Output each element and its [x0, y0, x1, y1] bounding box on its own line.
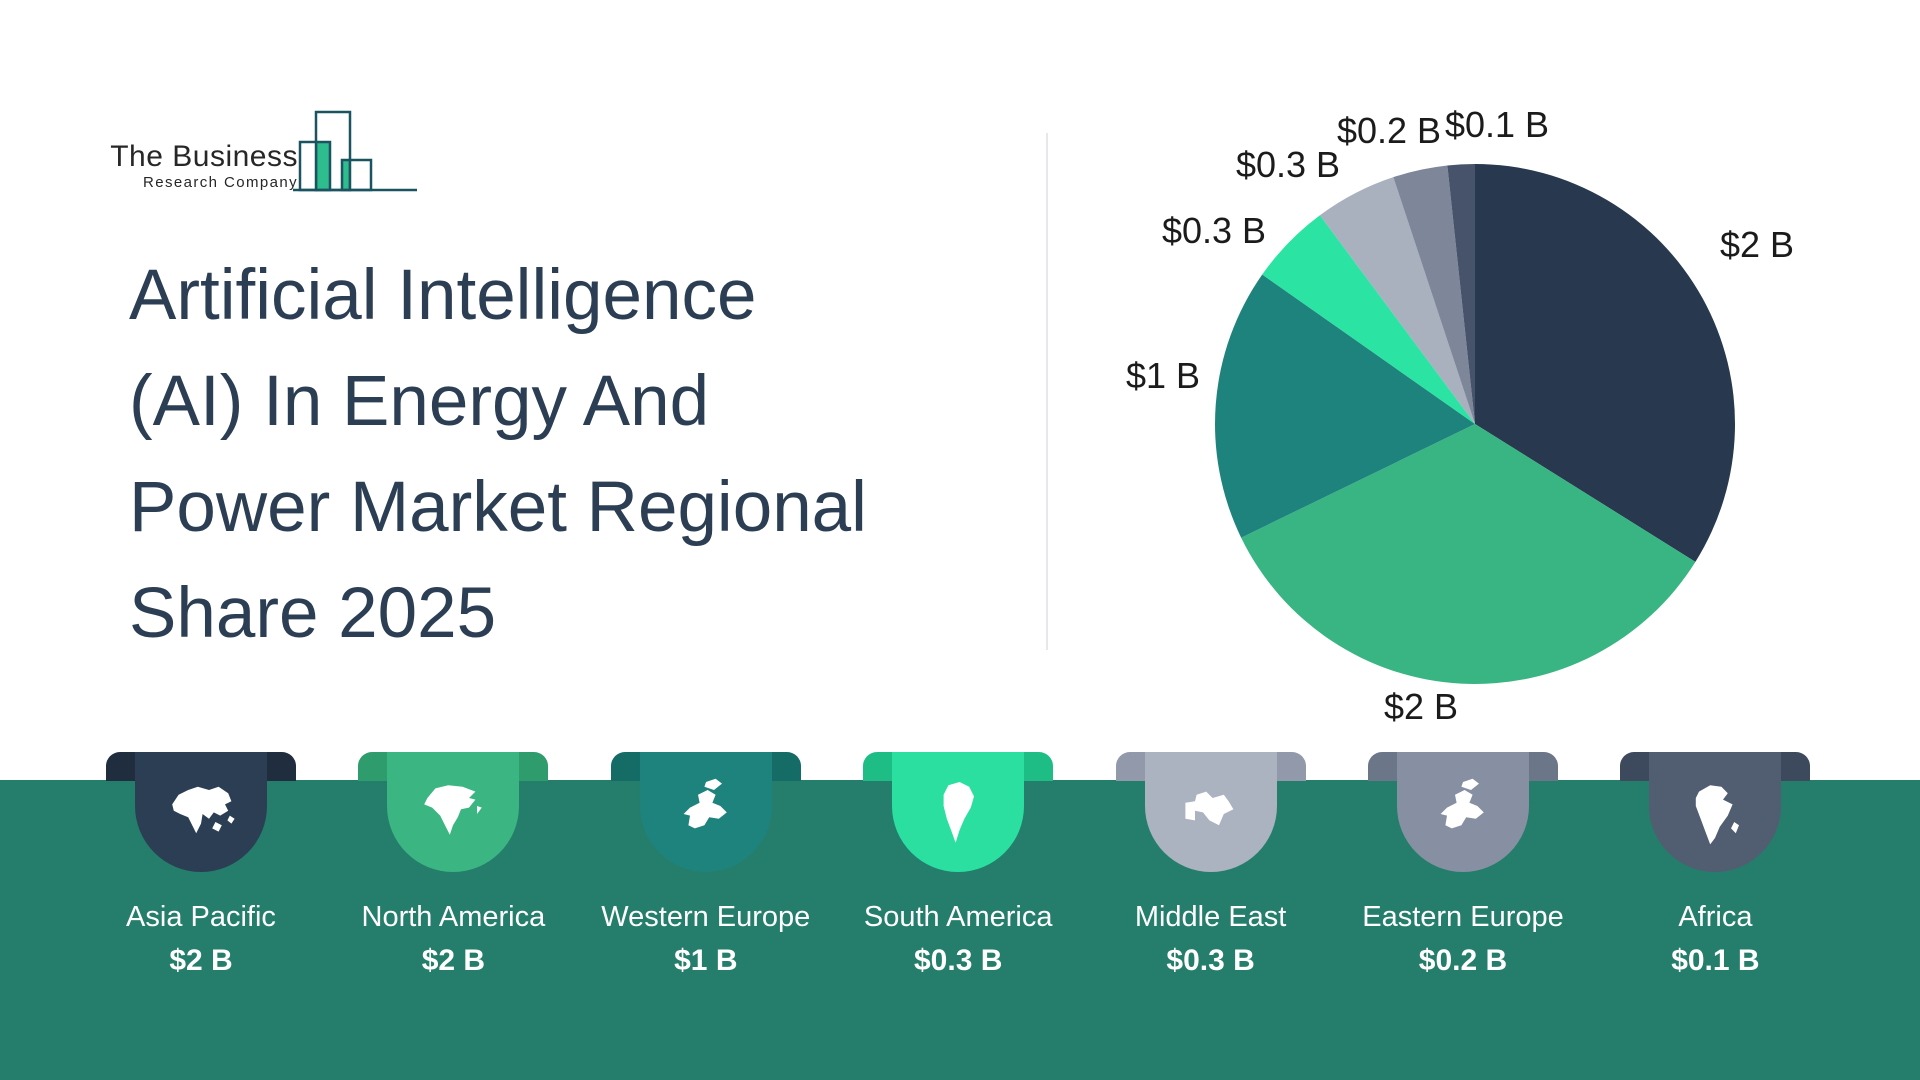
- pie-slice-label-asia-pacific: $2 B: [1719, 224, 1795, 265]
- pie-slice-label-north-america: $2 B: [1383, 686, 1459, 727]
- region-name: Eastern Europe: [1362, 901, 1564, 933]
- company-logo: The Business Research Company: [100, 100, 430, 200]
- legend-item-north-america: North America $2 B: [327, 752, 579, 977]
- region-name: Western Europe: [601, 901, 811, 933]
- legend-item-africa: Africa $0.1 B: [1589, 752, 1841, 977]
- ribbon-pocket: [639, 752, 772, 872]
- logo-name-line2: Research Company: [143, 174, 298, 191]
- legend-item-south-america: South America $0.3 B: [832, 752, 1084, 977]
- company-logo-text: The Business Research Company: [100, 140, 298, 192]
- pie-slice-label-western-europe: $1 B: [1125, 355, 1201, 396]
- pie-slice-label-eastern-europe: $0.2 B: [1336, 110, 1442, 151]
- legend-item-middle-east: Middle East $0.3 B: [1085, 752, 1337, 977]
- region-ribbon: [1115, 752, 1306, 872]
- pie-slice-label-south-america: $0.3 B: [1161, 210, 1267, 251]
- region-value: $0.3 B: [913, 944, 1003, 977]
- ribbon-pocket: [892, 752, 1025, 872]
- pie-slice-eastern-europe: [1393, 165, 1475, 424]
- region-value: $0.1 B: [1671, 944, 1760, 977]
- eastern-europe-map-icon: [1440, 778, 1484, 829]
- pie-slice-south-america: [1262, 215, 1475, 424]
- pie-slice-asia-pacific: [1475, 164, 1735, 562]
- ribbon-pocket: [135, 752, 267, 872]
- region-name: Asia Pacific: [126, 901, 276, 933]
- region-value: $2 B: [421, 944, 486, 977]
- legend-item-eastern-europe: Eastern Europe $0.2 B: [1337, 752, 1589, 977]
- legend-item-western-europe: Western Europe $1 B: [580, 752, 832, 977]
- north-america-map-icon: [424, 785, 483, 835]
- region-value: $0.2 B: [1418, 944, 1508, 977]
- region-value: $1 B: [674, 944, 738, 977]
- region-value: $0.3 B: [1166, 944, 1255, 977]
- page-title: Artificial Intelligence (AI) In Energy A…: [129, 256, 867, 653]
- ribbon-pocket: [1144, 752, 1277, 872]
- logo-bar-chart-icon: [293, 110, 417, 192]
- pie-slice-africa: [1447, 164, 1475, 424]
- pie-slice-label-africa: $0.1 B: [1444, 104, 1550, 145]
- region-ribbon: [863, 752, 1054, 872]
- pie-slice-middle-east: [1319, 177, 1475, 424]
- region-name: Africa: [1678, 901, 1753, 933]
- asia-map-icon: [172, 786, 235, 834]
- region-value: $2 B: [169, 944, 233, 977]
- region-ribbon: [1368, 752, 1558, 872]
- africa-map-icon: [1696, 785, 1740, 845]
- pie-slice-north-america: [1241, 424, 1696, 684]
- region-ribbon: [358, 752, 549, 872]
- region-ribbon: [106, 752, 296, 872]
- ribbon-pocket: [1649, 752, 1782, 872]
- logo-name-line1: The Business: [110, 140, 298, 173]
- south-america-map-icon: [943, 782, 975, 843]
- region-name: South America: [863, 901, 1053, 933]
- pie-slice-western-europe: [1215, 274, 1475, 538]
- region-name: North America: [361, 901, 546, 933]
- vertical-divider: [1046, 133, 1048, 650]
- region-name: Middle East: [1134, 901, 1287, 933]
- ribbon-pocket: [1397, 752, 1529, 872]
- pie-slice-label-middle-east: $0.3 B: [1235, 144, 1341, 185]
- region-ribbon: [1620, 752, 1811, 872]
- pie-chart: [1215, 164, 1735, 684]
- legend-item-asia-pacific: Asia Pacific $2 B: [75, 752, 327, 977]
- region-ribbon: [610, 752, 801, 872]
- western-europe-map-icon: [683, 778, 727, 829]
- middle-east-map-icon: [1184, 791, 1233, 826]
- ribbon-pocket: [387, 752, 520, 872]
